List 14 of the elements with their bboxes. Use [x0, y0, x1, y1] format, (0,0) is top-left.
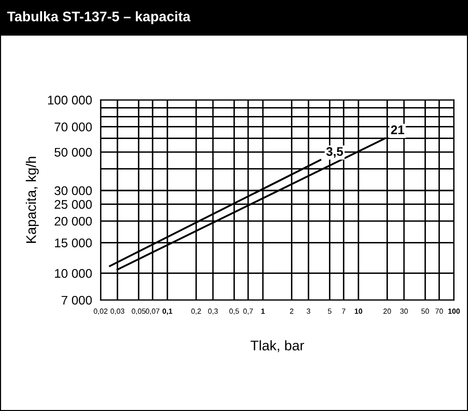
y-tick-label: 25 000 — [54, 200, 92, 209]
y-tick-label: 20 000 — [54, 216, 92, 226]
series-label: 21 — [391, 125, 404, 134]
y-tick-label: 7 000 — [62, 296, 92, 305]
x-axis-title: Tlak, bar — [250, 340, 304, 352]
y-axis-title: Kapacita, kg/h — [26, 156, 39, 243]
series-label: 3,5 — [326, 147, 344, 158]
y-tick-label: 10 000 — [55, 268, 92, 278]
y-tick-label: 100 000 — [48, 96, 92, 105]
y-tick-label: 50 000 — [54, 148, 92, 157]
y-tick-label: 30 000 — [54, 186, 92, 196]
y-tick-label: 15 000 — [55, 238, 92, 248]
y-tick-label: 70 000 — [54, 122, 92, 132]
chart-title: Tabulka ST-137-5 – kapacita — [7, 11, 191, 24]
